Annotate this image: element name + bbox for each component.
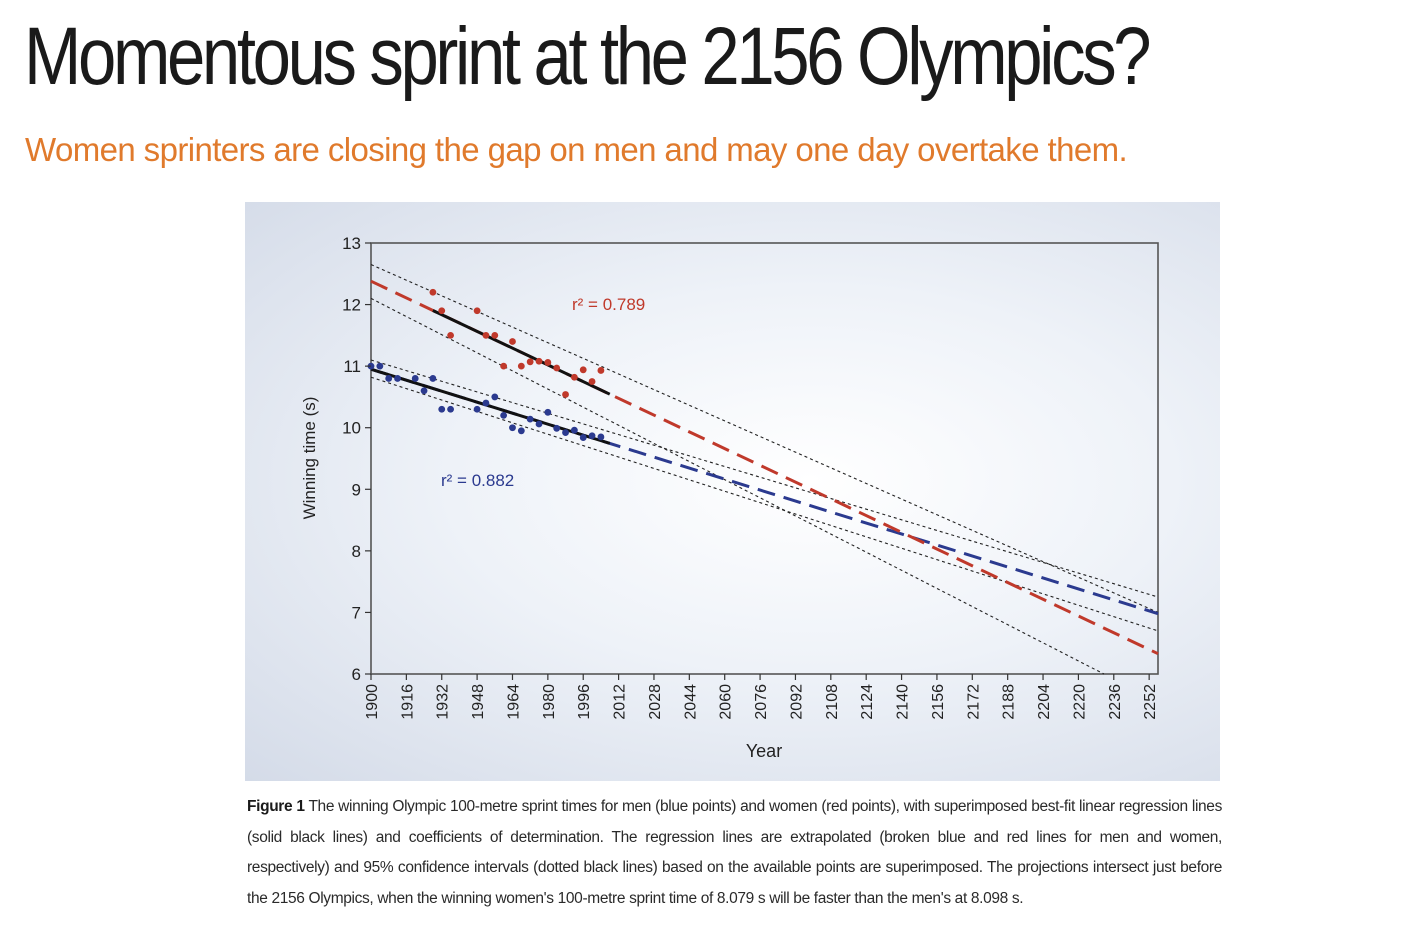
plot-area xyxy=(370,242,1159,675)
x-tick-label: 2204 xyxy=(1036,684,1053,720)
x-tick-label: 2188 xyxy=(1001,684,1018,720)
data-point xyxy=(526,415,534,423)
data-point xyxy=(447,331,454,339)
data-point xyxy=(429,375,437,382)
data-point xyxy=(385,375,393,382)
r2-label-men: r² = 0.882 xyxy=(441,471,514,490)
y-tick-label: 7 xyxy=(352,603,361,622)
headline: Momentous sprint at the 2156 Olympics? xyxy=(24,11,1152,102)
x-tick-label: 1980 xyxy=(541,684,558,720)
data-point xyxy=(429,288,437,296)
data-point xyxy=(482,399,490,407)
data-point xyxy=(509,338,516,345)
y-tick-label: 13 xyxy=(342,234,361,253)
data-point xyxy=(517,427,525,435)
confidence-interval-line xyxy=(370,264,1159,613)
x-tick-label: 2012 xyxy=(612,684,629,720)
y-axis-label: Winning time (s) xyxy=(300,397,319,520)
data-point xyxy=(376,362,384,370)
confidence-interval-line xyxy=(370,359,1159,598)
data-points xyxy=(367,288,605,441)
data-point xyxy=(570,373,578,381)
x-tick-label: 1900 xyxy=(364,684,381,720)
x-tick-label: 2124 xyxy=(859,684,876,720)
confidence-intervals xyxy=(370,264,1159,675)
y-tick-label: 9 xyxy=(352,480,361,499)
x-tick-label: 2076 xyxy=(753,684,770,720)
standfirst: Women sprinters are closing the gap on m… xyxy=(25,131,1128,168)
x-tick-label: 2156 xyxy=(930,684,947,720)
y-tick-label: 6 xyxy=(352,665,361,684)
data-point xyxy=(411,375,419,382)
regression-line xyxy=(370,367,611,445)
x-axis-label: Year xyxy=(746,741,782,761)
x-tick-label: 2220 xyxy=(1071,684,1088,720)
y-tick-label: 8 xyxy=(352,542,361,561)
data-point xyxy=(597,367,605,374)
data-point xyxy=(544,359,552,366)
data-point xyxy=(579,434,587,441)
x-tick-label: 2252 xyxy=(1142,684,1159,720)
data-point xyxy=(544,408,552,416)
data-point xyxy=(491,331,499,339)
data-point xyxy=(535,357,543,365)
sprint-times-chart: 6 7 8 9 10 11 12 13 1900 1916 1932 1948 1964 1980 1996… xyxy=(300,234,1159,761)
y-tick-label: 12 xyxy=(342,296,361,315)
data-point xyxy=(500,412,508,419)
x-tick-label: 2092 xyxy=(788,684,805,720)
x-tick-label: 2140 xyxy=(895,684,912,720)
confidence-interval-line xyxy=(370,376,1159,632)
x-tick-label: 2044 xyxy=(682,684,699,720)
data-point xyxy=(570,426,578,434)
regression-lines xyxy=(370,309,611,445)
data-point xyxy=(491,393,499,401)
data-point xyxy=(562,429,569,437)
x-tick-label: 1996 xyxy=(576,684,593,720)
figure-panel: 6 7 8 9 10 11 12 13 1900 1916 1932 1948 1964 1980 1996… xyxy=(245,202,1220,781)
x-tick-label: 1916 xyxy=(399,684,416,720)
data-point xyxy=(447,405,454,413)
data-point xyxy=(500,362,508,370)
data-point xyxy=(579,366,587,374)
x-tick-label: 2060 xyxy=(718,684,735,720)
y-tick-label: 10 xyxy=(342,419,361,438)
data-point xyxy=(394,375,401,382)
y-tick-label: 11 xyxy=(343,357,361,376)
data-point xyxy=(438,307,446,315)
data-point xyxy=(553,364,561,372)
axes: 6 7 8 9 10 11 12 13 1900 1916 1932 1948 1964 1980 1996… xyxy=(342,234,1159,720)
data-point xyxy=(553,424,561,432)
data-point xyxy=(535,420,543,428)
x-tick-label: 2172 xyxy=(965,684,982,720)
caption-text: The winning Olympic 100-metre sprint tim… xyxy=(247,798,1222,907)
data-point xyxy=(420,387,428,395)
data-point xyxy=(562,391,569,398)
data-point xyxy=(597,433,605,441)
regression-line xyxy=(432,309,611,396)
data-point xyxy=(438,405,446,413)
x-tick-label: 2108 xyxy=(824,684,841,720)
data-point xyxy=(482,331,490,339)
data-point xyxy=(526,358,534,366)
x-tick-label: 1948 xyxy=(470,684,487,720)
x-tick-label: 2028 xyxy=(647,684,664,720)
x-tick-label: 1964 xyxy=(505,684,522,720)
data-point xyxy=(473,405,481,413)
data-point xyxy=(588,432,596,440)
figure-caption: Figure 1 The winning Olympic 100-metre s… xyxy=(247,792,1222,914)
confidence-interval-line xyxy=(370,297,1105,675)
data-point xyxy=(509,424,516,432)
data-point xyxy=(517,362,525,370)
data-point xyxy=(473,307,481,315)
data-point xyxy=(588,378,596,385)
x-tick-label: 1932 xyxy=(435,684,452,720)
caption-label: Figure 1 xyxy=(247,798,305,815)
r2-label-women: r² = 0.789 xyxy=(572,295,645,314)
x-tick-label: 2236 xyxy=(1107,684,1124,720)
